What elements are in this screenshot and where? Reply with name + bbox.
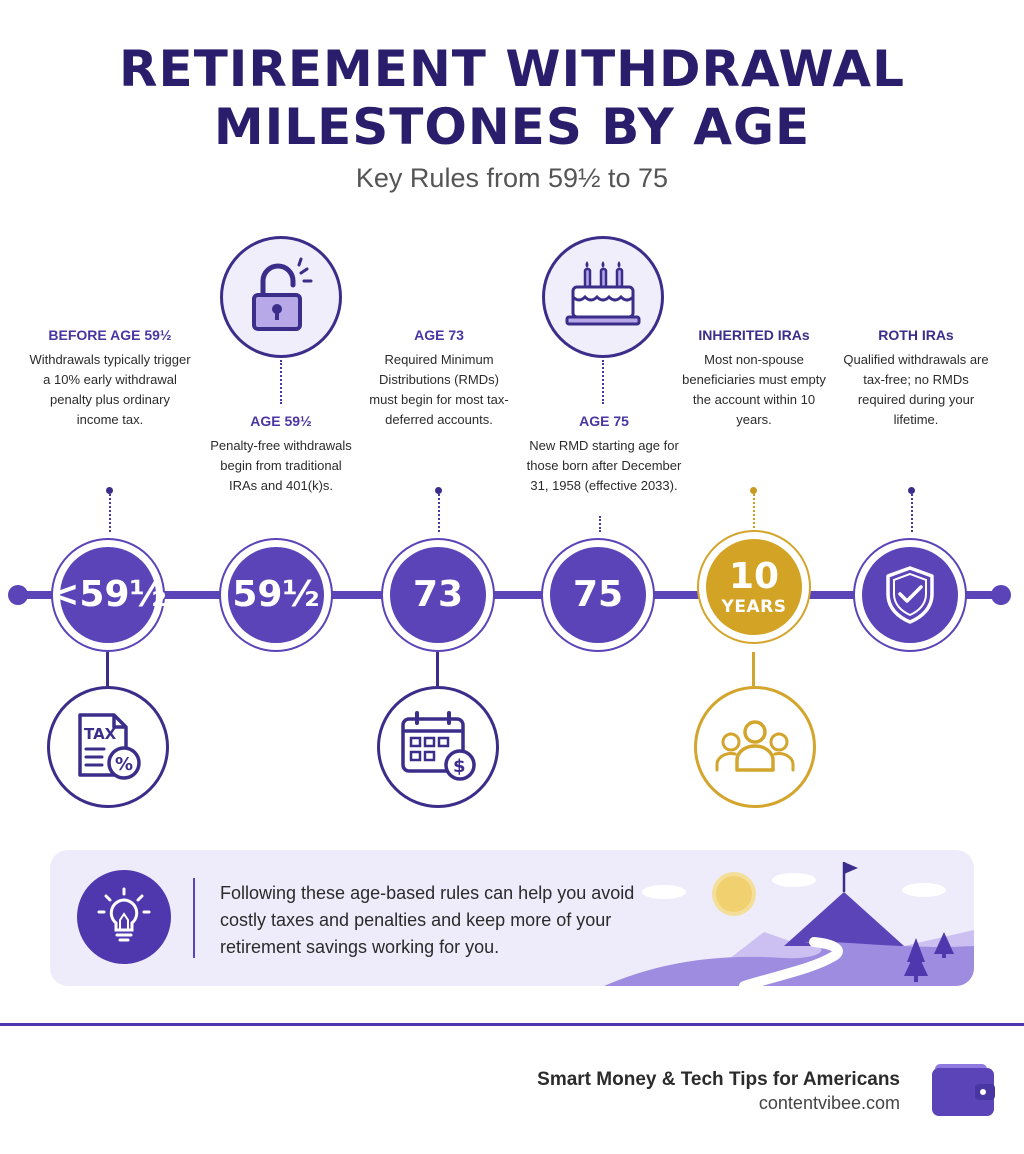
milestone-heading: AGE 75 <box>579 413 629 429</box>
node-sublabel: YEARS <box>721 597 787 617</box>
connector-75-bottom <box>599 516 601 532</box>
node-73: 73 <box>381 538 495 652</box>
footer-brand: Smart Money & Tech Tips for Americans co… <box>537 1068 900 1114</box>
svg-text:TAX: TAX <box>84 725 117 743</box>
node-59-half: 59½ <box>219 538 333 652</box>
mountain-landscape-illustration <box>604 862 974 986</box>
unlocked-padlock-icon-circle <box>220 236 342 358</box>
milestone-heading: AGE 59½ <box>250 413 312 429</box>
node-label: <59½ <box>49 574 167 615</box>
connector-dot <box>106 487 113 494</box>
birthday-cake-icon-circle <box>542 236 664 358</box>
banner-divider <box>193 878 195 958</box>
milestone-description: Most non-spouse beneficiaries must empty… <box>682 352 826 427</box>
connector-roth <box>911 494 913 532</box>
connector-tax <box>106 652 109 686</box>
connector-beneficiaries <box>752 652 755 686</box>
node-label: 75 <box>572 574 624 615</box>
tax-document-icon-circle: TAX % <box>47 686 169 808</box>
calendar-dollar-icon-circle: $ <box>377 686 499 808</box>
milestone-description: Withdrawals typically trigger a 10% earl… <box>29 352 191 427</box>
connector-dot <box>908 487 915 494</box>
beneficiaries-group-icon <box>715 720 795 772</box>
milestone-heading: ROTH IRAs <box>878 327 954 343</box>
node-before-59-half: <59½ <box>49 538 167 652</box>
milestone-description: New RMD starting age for those born afte… <box>526 438 682 493</box>
milestone-description: Penalty-free withdrawals begin from trad… <box>210 438 352 493</box>
timeline-start-dot <box>8 585 28 605</box>
connector-dot <box>750 487 757 494</box>
page-title-line-1: RETIREMENT WITHDRAWAL <box>119 40 905 98</box>
lightbulb-icon <box>97 887 151 942</box>
connector-75-top <box>602 360 604 404</box>
node-label: 59½ <box>232 574 320 615</box>
milestone-heading: BEFORE AGE 59½ <box>48 327 172 343</box>
beneficiaries-group-icon-circle <box>694 686 816 808</box>
milestone-heading: AGE 73 <box>414 327 464 343</box>
page-title-line-2: MILESTONES BY AGE <box>213 98 811 156</box>
node-label: 10 <box>728 556 780 597</box>
connector-calendar <box>436 652 439 686</box>
banner-text: Following these age-based rules can help… <box>220 883 635 957</box>
footer-divider <box>0 1023 1024 1026</box>
milestone-inherited-iras: INHERITED IRAs Most non-spouse beneficia… <box>682 326 826 430</box>
milestone-before-59-half: BEFORE AGE 59½ Withdrawals typically tri… <box>28 326 192 430</box>
unlocked-padlock-icon <box>252 257 313 331</box>
shield-check-icon <box>886 566 934 624</box>
milestone-description: Qualified withdrawals are tax-free; no R… <box>843 352 989 427</box>
svg-text:%: % <box>115 754 133 775</box>
svg-text:$: $ <box>453 756 466 777</box>
tax-document-icon: TAX % <box>78 713 141 780</box>
page-subtitle: Key Rules from 59½ to 75 <box>355 163 669 193</box>
connector-73 <box>438 494 440 532</box>
timeline-end-dot <box>991 585 1011 605</box>
connector-inherited <box>753 494 755 532</box>
node-75: 75 <box>541 538 655 652</box>
connector-59-half-top <box>280 360 282 404</box>
milestone-75: AGE 75 New RMD starting age for those bo… <box>522 412 686 496</box>
node-roth <box>853 538 967 652</box>
milestone-heading: INHERITED IRAs <box>698 327 810 343</box>
birthday-cake-icon <box>565 261 641 326</box>
timeline-bar <box>18 591 1002 599</box>
milestone-roth-iras: ROTH IRAs Qualified withdrawals are tax-… <box>842 326 990 430</box>
footer-tagline: Smart Money & Tech Tips for Americans <box>537 1069 900 1090</box>
milestone-description: Required Minimum Distributions (RMDs) mu… <box>369 352 509 427</box>
milestone-59-half: AGE 59½ Penalty-free withdrawals begin f… <box>206 412 356 496</box>
wallet-icon <box>932 1064 995 1116</box>
connector-dot <box>435 487 442 494</box>
lightbulb-icon-circle <box>77 870 171 964</box>
connector-before-59-half <box>109 494 111 532</box>
calendar-dollar-icon: $ <box>401 711 476 781</box>
milestone-73: AGE 73 Required Minimum Distributions (R… <box>364 326 514 430</box>
summary-banner: Following these age-based rules can help… <box>50 850 974 986</box>
node-10-years: 10 YEARS <box>697 530 811 644</box>
node-label: 73 <box>412 574 464 615</box>
footer-site[interactable]: contentvibee.com <box>758 1093 900 1113</box>
